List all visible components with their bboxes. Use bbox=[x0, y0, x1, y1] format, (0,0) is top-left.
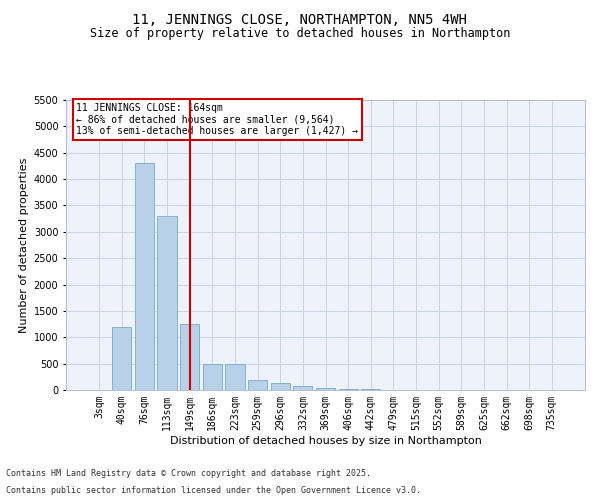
X-axis label: Distribution of detached houses by size in Northampton: Distribution of detached houses by size … bbox=[170, 436, 481, 446]
Bar bbox=[157, 216, 177, 390]
Y-axis label: Number of detached properties: Number of detached properties bbox=[19, 158, 29, 332]
Text: Contains HM Land Registry data © Crown copyright and database right 2025.: Contains HM Land Registry data © Crown c… bbox=[6, 468, 371, 477]
Bar bbox=[180, 324, 199, 390]
Bar bbox=[248, 380, 267, 390]
Bar bbox=[338, 388, 358, 390]
Text: 11, JENNINGS CLOSE, NORTHAMPTON, NN5 4WH: 11, JENNINGS CLOSE, NORTHAMPTON, NN5 4WH bbox=[133, 12, 467, 26]
Bar bbox=[112, 326, 131, 390]
Bar bbox=[271, 383, 290, 390]
Text: 11 JENNINGS CLOSE: 164sqm
← 86% of detached houses are smaller (9,564)
13% of se: 11 JENNINGS CLOSE: 164sqm ← 86% of detac… bbox=[76, 103, 358, 136]
Text: Size of property relative to detached houses in Northampton: Size of property relative to detached ho… bbox=[90, 28, 510, 40]
Text: Contains public sector information licensed under the Open Government Licence v3: Contains public sector information licen… bbox=[6, 486, 421, 495]
Bar bbox=[293, 386, 313, 390]
Bar bbox=[203, 364, 222, 390]
Bar bbox=[135, 164, 154, 390]
Bar bbox=[316, 388, 335, 390]
Bar bbox=[226, 364, 245, 390]
